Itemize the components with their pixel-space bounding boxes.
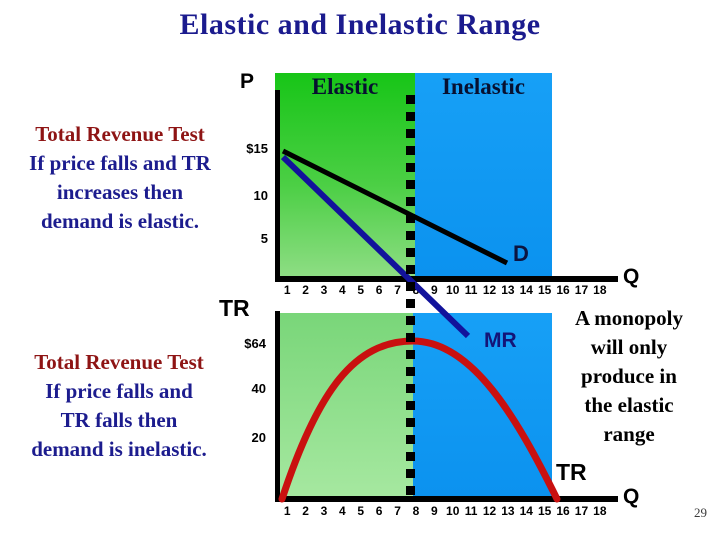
elastic-region-bottom-chart [280,313,413,497]
x-tick-label: 12 [482,283,497,297]
top-ytick-10: 10 [253,188,268,203]
x-tick-label: 4 [339,283,346,297]
x-tick-label: 14 [519,283,533,297]
x-tick-label: 5 [357,504,365,518]
total-revenue-axis-label: TR [219,295,250,321]
top-chart-x-ticks: 1 2 3 4 5 6 7 8 9 10 11 12 13 14 15 16 17 18 [278,283,609,297]
x-tick-label: 1 [283,283,291,297]
page-number: 29 [694,505,707,520]
top-chart-x-axis [275,276,618,282]
inelastic-region-label: Inelastic [441,74,526,99]
x-tick-label: 7 [394,504,401,518]
top-chart-y-axis [275,90,280,281]
x-tick-label: 2 [302,504,309,518]
x-tick-label: 13 [501,283,515,297]
q8-boundary-dashed-line [406,95,415,501]
bottom-chart-x-ticks: 1 2 3 4 5 6 7 8 9 10 11 12 13 14 15 16 17 18 [278,504,609,518]
x-tick-label: 5 [357,283,365,297]
note-line4: the elastic [584,393,674,417]
monopoly-note-text: A monopoly will only produce in the elas… [540,304,718,449]
block2-heading: Total Revenue Test [34,350,204,374]
top-ytick-15: $15 [246,141,268,156]
x-tick-label: 10 [446,504,460,518]
x-tick-label: 15 [537,283,552,297]
x-tick-label: 17 [574,283,589,297]
total-revenue-test-elastic-text: Total Revenue Test If price falls and TR… [4,120,236,236]
total-revenue-test-inelastic-text: Total Revenue Test If price falls and TR… [0,348,238,464]
x-tick-label: 6 [375,283,383,297]
x-tick-label: 11 [464,283,478,297]
bottom-chart-y-axis [275,311,280,501]
block1-line3: demand is elastic. [40,209,200,233]
tr-curve-label: TR [556,459,587,485]
x-tick-label: 2 [302,283,309,297]
bottom-ytick-40: 40 [251,381,266,396]
note-line3: produce in [581,364,677,388]
block1-heading: Total Revenue Test [35,122,205,146]
inelastic-region-top-chart [415,73,552,277]
inelastic-region-bottom-chart [413,313,552,497]
top-ytick-5: 5 [260,231,268,246]
x-tick-label: 14 [519,504,533,518]
x-tick-label: 3 [320,504,328,518]
mr-curve-label: MR [484,329,517,352]
x-tick-label: 3 [320,283,328,297]
x-tick-label: 9 [430,283,438,297]
x-tick-label: 1 [283,504,291,518]
note-line2: will only [590,335,668,359]
x-tick-label: 16 [556,283,570,297]
x-tick-label: 18 [593,504,607,518]
block1-line2: increases then [56,180,184,204]
x-tick-label: 17 [574,504,589,518]
x-tick-label: 13 [501,504,515,518]
x-tick-label: 18 [593,283,607,297]
block1-line1: If price falls and TR [29,151,211,175]
bottom-ytick-64: $64 [244,336,266,351]
x-tick-label: 10 [446,283,460,297]
x-tick-label: 8 [412,504,420,518]
x-tick-label: 7 [394,283,401,297]
x-tick-label: 4 [339,504,346,518]
elastic-region-top-chart [275,73,415,277]
x-tick-label: 6 [375,504,383,518]
x-tick-label: 15 [537,504,552,518]
x-tick-label: 16 [556,504,570,518]
block2-line2: TR falls then [60,408,178,432]
note-line1: A monopoly [575,306,683,330]
x-tick-label: 11 [464,504,478,518]
block2-line3: demand is inelastic. [31,437,207,461]
block2-line1: If price falls and [45,379,193,403]
x-tick-label: 9 [430,504,438,518]
quantity-axis-label-top: Q [623,265,640,288]
price-axis-label: P [240,70,255,93]
x-tick-label: 12 [482,504,497,518]
elastic-region-label: Elastic [311,74,379,99]
note-line5: range [603,422,655,446]
bottom-ytick-20: 20 [251,430,266,445]
quantity-axis-label-bottom: Q [623,485,640,508]
slide-title: Elastic and Inelastic Range [179,8,541,41]
bottom-chart-x-axis [275,496,618,502]
demand-curve-label: D [513,241,529,266]
